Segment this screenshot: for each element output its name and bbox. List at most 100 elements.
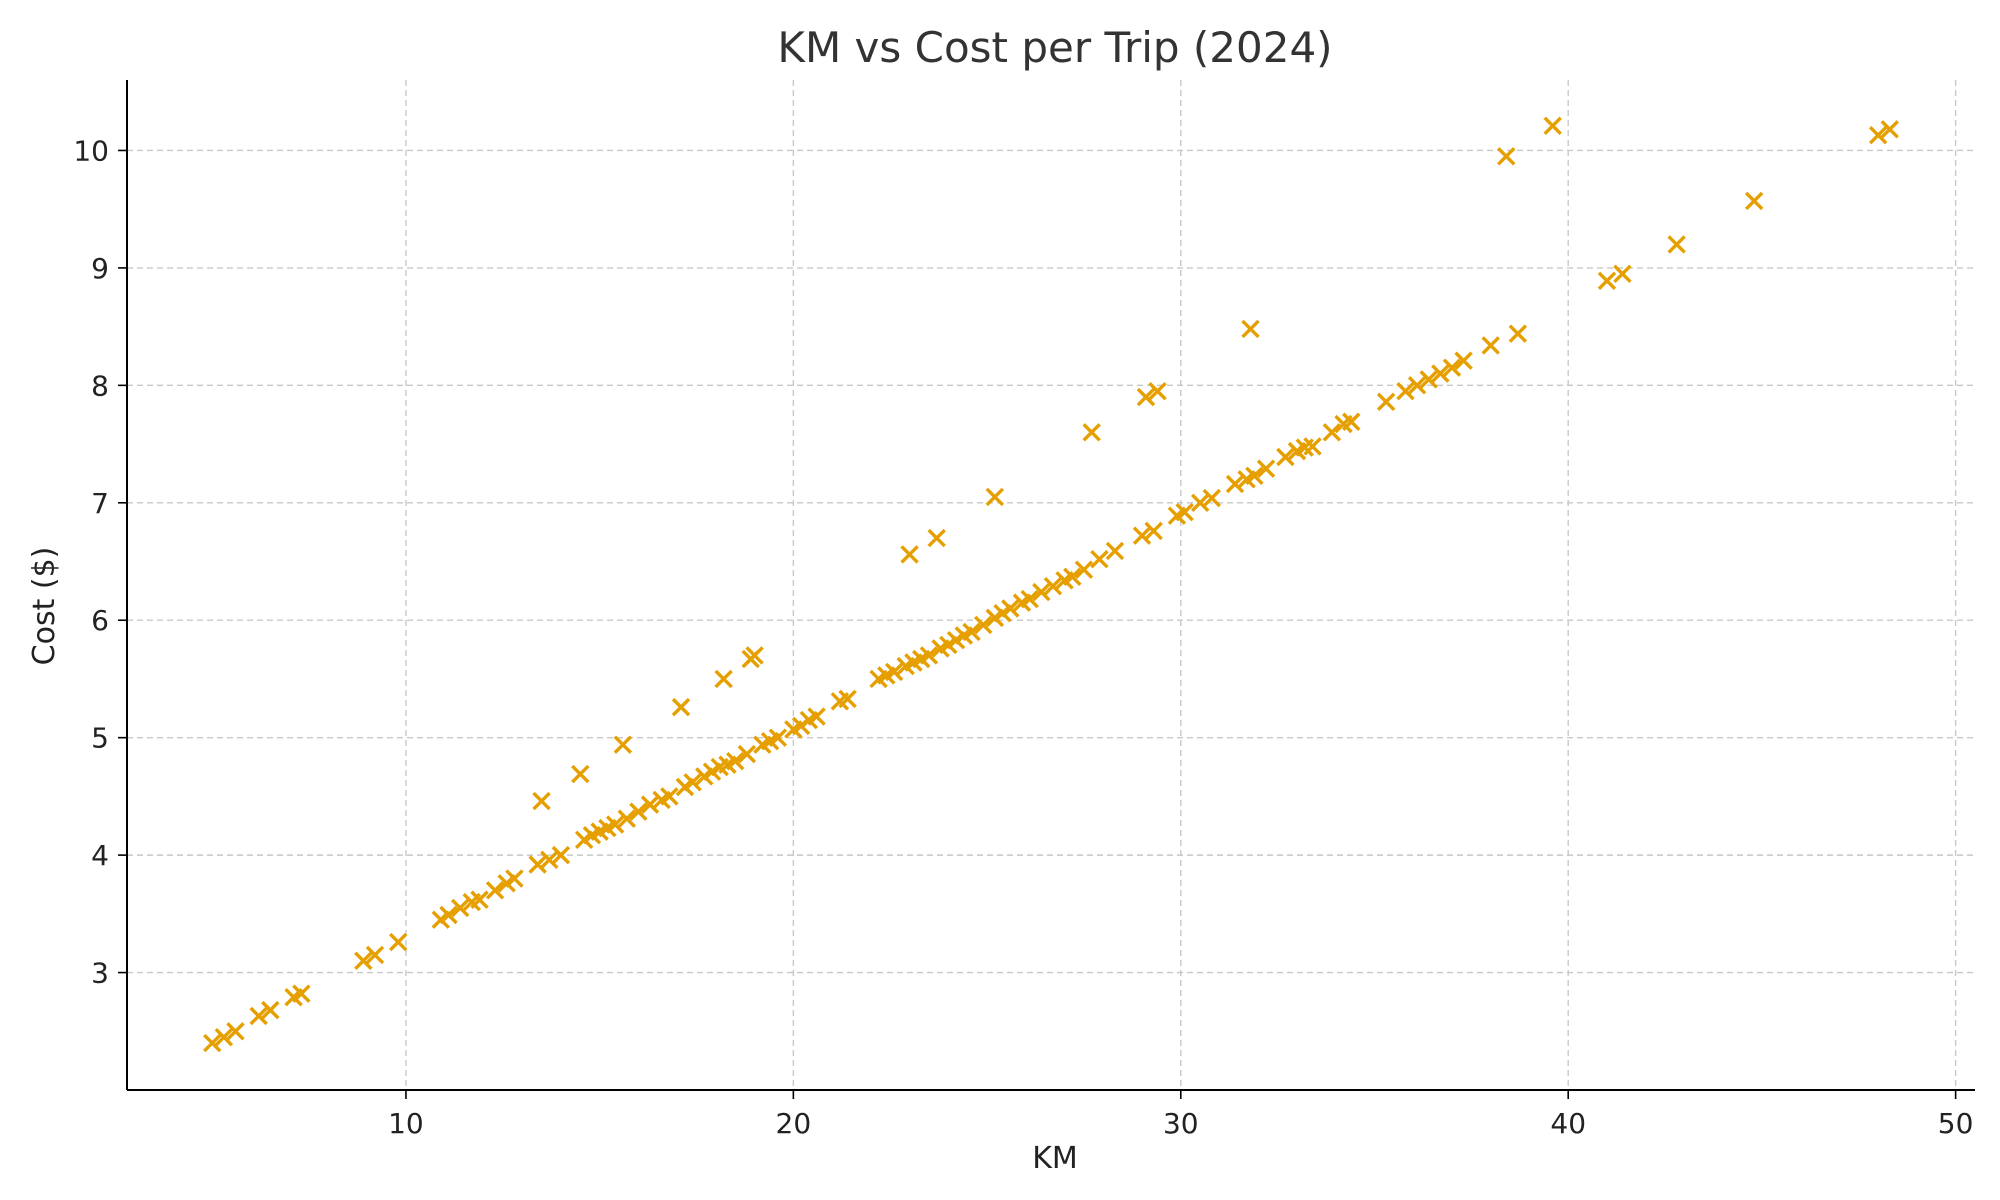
data-point [571,764,590,784]
y-tick-label: 10 [73,134,109,167]
data-point [1082,423,1101,442]
data-point [640,795,660,814]
data-point [551,845,571,865]
data-point [1303,437,1322,456]
data-point [1245,466,1264,485]
data-point [249,1006,268,1026]
marks-layer [203,116,1899,1053]
data-point [1276,447,1295,467]
data-point [1202,488,1221,508]
y-tick-label: 9 [91,252,109,285]
data-point [1020,589,1039,609]
data-point [1396,382,1415,401]
grid-layer [127,80,1975,1090]
data-point [1597,271,1617,291]
data-point [1431,364,1450,383]
data-point [450,898,470,918]
data-point [439,905,458,925]
data-point [900,545,919,564]
data-point [617,809,636,828]
x-tick-label: 50 [1938,1107,1974,1140]
data-point [1090,549,1109,569]
data-point [613,735,633,754]
y-tick-label: 7 [91,487,109,520]
data-point [292,984,311,1003]
data-point [1880,120,1899,139]
data-point [1454,351,1473,370]
data-point [660,787,679,806]
data-point [671,697,691,717]
data-point [1868,125,1888,145]
y-tick-label: 4 [91,839,109,872]
data-point [1322,423,1342,442]
data-point [838,689,857,709]
data-point [532,791,551,811]
y-tick-label: 5 [91,722,109,755]
y-tick-label: 8 [91,369,109,402]
chart-title: KM vs Cost per Trip (2024) [777,23,1332,72]
data-point [737,744,757,764]
data-point [1175,502,1194,522]
data-point [1543,116,1562,136]
data-point [226,1022,245,1041]
data-point [1342,412,1361,431]
y-tick-label: 3 [91,957,109,990]
data-point [261,1000,280,1020]
data-point [726,751,745,771]
data-point [354,951,373,971]
data-point [1001,599,1020,618]
data-point [1744,191,1764,211]
data-point [1667,235,1686,254]
y-axis-label: Cost ($) [27,547,62,666]
x-tick-label: 40 [1550,1107,1586,1140]
data-point [485,881,505,900]
data-point [1074,560,1094,579]
data-point [807,707,826,726]
data-point [1136,387,1156,407]
data-point [919,646,939,665]
data-point [1225,474,1245,494]
data-point [745,646,764,665]
data-point [1063,567,1082,586]
data-point [973,615,993,635]
data-point [714,669,733,689]
data-point [203,1033,222,1053]
data-point [1376,392,1396,411]
data-point [1256,459,1276,478]
data-point [1497,147,1516,166]
x-axis-label: KM [1032,1141,1078,1176]
data-point [884,662,904,682]
data-point [1032,582,1051,602]
data-point [388,932,408,952]
x-tick-label: 10 [388,1107,424,1140]
x-tick-label: 30 [1163,1107,1199,1140]
data-point [927,528,946,548]
data-point [214,1027,234,1047]
data-point [1407,376,1427,395]
data-point [528,855,547,874]
data-point [1613,264,1632,283]
data-point [1481,336,1500,355]
data-point [1508,324,1528,343]
data-point [629,802,648,821]
data-point [768,728,788,747]
data-point [470,890,489,909]
data-point [1043,576,1063,596]
tick-layer: 10 20 30 40 50 3 4 5 6 7 8 9 10 [73,134,1973,1140]
data-point [1442,358,1462,377]
data-point [1190,493,1210,512]
data-point [365,945,385,965]
data-point [683,773,702,792]
data-point [540,850,559,870]
data-point [1144,521,1163,541]
data-point [1105,541,1125,561]
data-point [1419,370,1438,389]
data-point [1132,526,1152,545]
data-point [962,622,981,642]
data-point [1241,319,1260,339]
axis-layer [126,80,1975,1091]
data-point [505,869,524,888]
data-point [1148,382,1167,401]
